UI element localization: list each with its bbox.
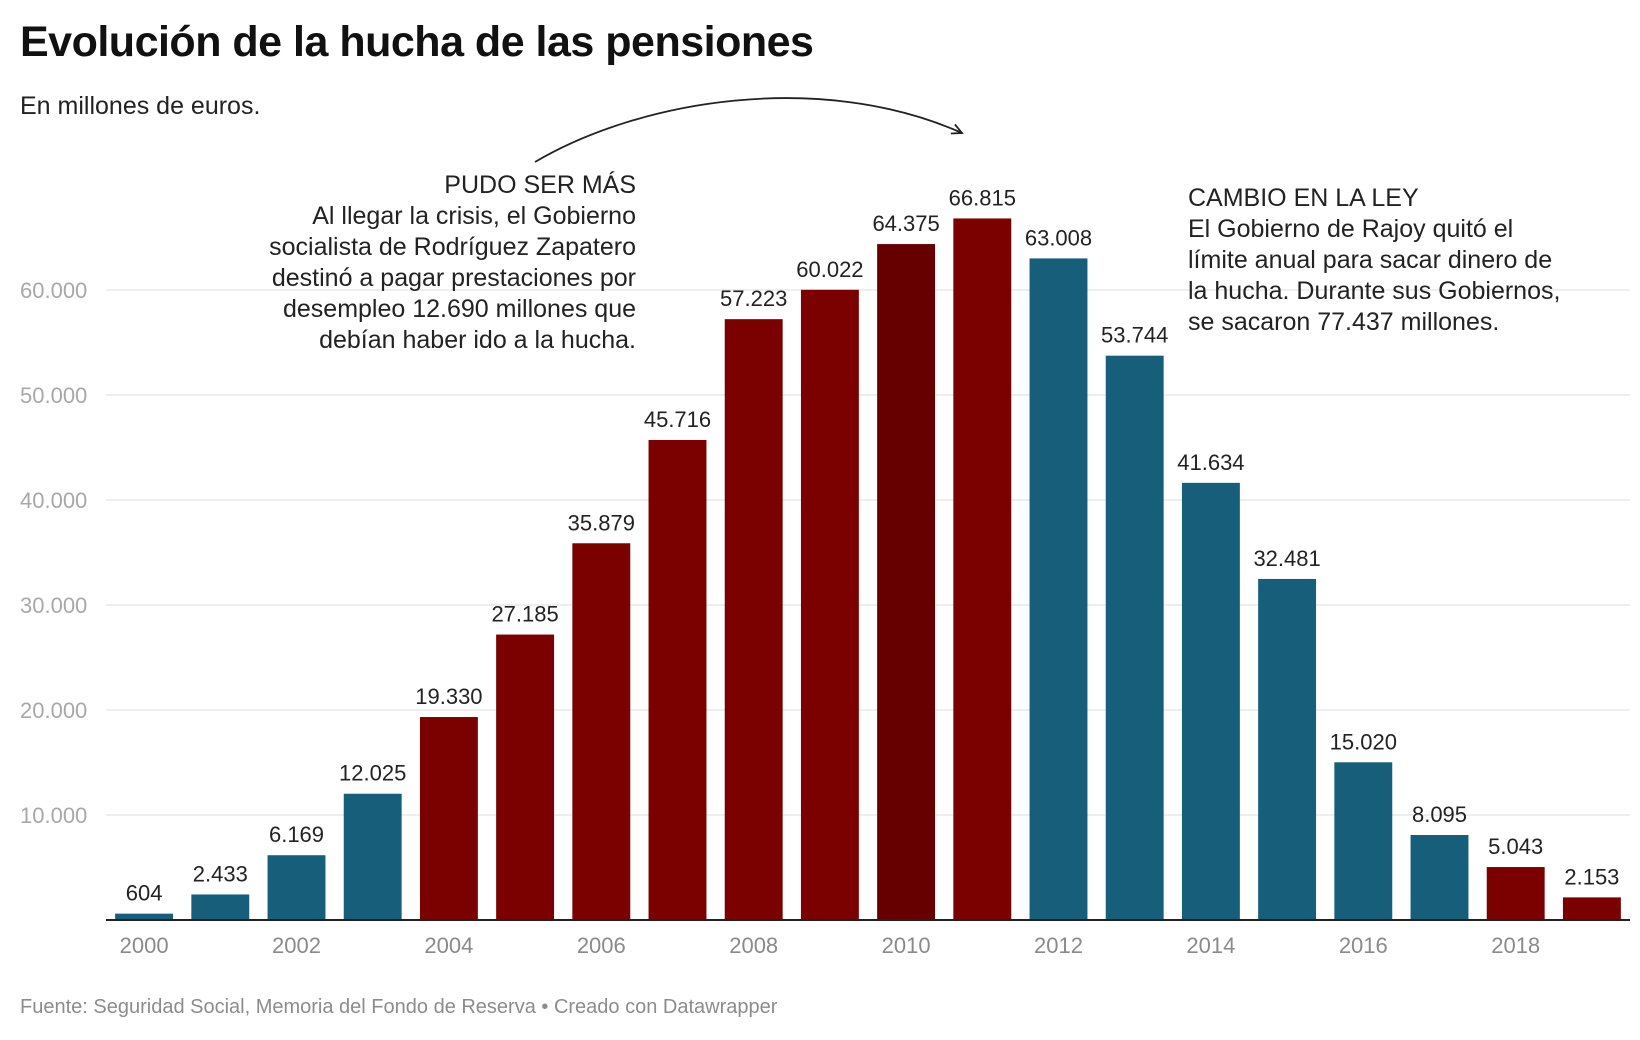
value-labels: 604 2.433 6.169 12.025 19.330 27.185 35.879 45.…	[126, 185, 1620, 905]
annotation-right-line: se sacaron 77.437 millones.	[1188, 308, 1500, 336]
value-label: 64.375	[872, 211, 939, 236]
bar-2019	[1562, 897, 1621, 920]
x-tick-label: 2008	[729, 933, 778, 958]
bar-2001	[191, 894, 250, 920]
value-label: 2.433	[193, 861, 248, 886]
chart-subtitle: En millones de euros.	[20, 92, 261, 120]
bar-2003	[343, 793, 402, 920]
annotation-right-heading: CAMBIO EN LA LEY	[1188, 184, 1419, 212]
y-tick-label: 50.000	[20, 383, 87, 408]
value-label: 5.043	[1488, 834, 1543, 859]
value-label: 2.153	[1564, 864, 1619, 889]
value-label: 12.025	[339, 761, 406, 786]
value-label: 45.716	[644, 407, 711, 432]
value-label: 8.095	[1412, 802, 1467, 827]
x-tick-label: 2000	[120, 933, 169, 958]
bar-2009	[800, 289, 859, 920]
x-tick-label: 2002	[272, 933, 321, 958]
annotation-left-heading: PUDO SER MÁS	[444, 171, 636, 199]
value-label: 60.022	[796, 257, 863, 282]
annotation-right-line: límite anual para sacar dinero de	[1188, 246, 1553, 274]
value-label: 41.634	[1177, 450, 1244, 475]
annotation-left-line: destinó a pagar prestaciones por	[271, 264, 636, 292]
x-tick-label: 2012	[1034, 933, 1083, 958]
bar-2007	[648, 439, 707, 920]
annotation-left-line: Al llegar la crisis, el Gobierno	[312, 202, 636, 230]
bar-2011	[953, 218, 1012, 920]
annotation-left-line: debían haber ido a la hucha.	[319, 326, 636, 354]
value-label: 66.815	[949, 185, 1016, 210]
value-label: 53.744	[1101, 323, 1168, 348]
bar-2002	[267, 855, 326, 920]
x-tick-label: 2014	[1186, 933, 1235, 958]
y-tick-label: 10.000	[20, 803, 87, 828]
annotation-left: PUDO SER MÁS Al llegar la crisis, el Gob…	[269, 170, 636, 356]
value-label: 57.223	[720, 286, 787, 311]
gridlines: 10.000 20.000 30.000 40.000 50.000 60.000	[20, 278, 1630, 828]
x-axis: 2000 2002 2004 2006 2008 2010 2012 2014 2016 2018	[106, 919, 1630, 958]
value-label: 19.330	[415, 684, 482, 709]
x-tick-label: 2018	[1491, 933, 1540, 958]
y-tick-label: 40.000	[20, 488, 87, 513]
chart-title: Evolución de la hucha de las pensiones	[20, 18, 814, 66]
bar-2018	[1486, 867, 1545, 920]
annotation-right-line: la hucha. Durante sus Gobiernos,	[1188, 277, 1561, 305]
bar-2006	[572, 543, 631, 920]
y-tick-label: 30.000	[20, 593, 87, 618]
bar-2017	[1410, 835, 1469, 920]
source-note: Fuente: Seguridad Social, Memoria del Fo…	[20, 996, 778, 1018]
bar-2014	[1181, 482, 1240, 920]
y-tick-label: 60.000	[20, 278, 87, 303]
annotation-left-line: socialista de Rodríguez Zapatero	[269, 233, 636, 261]
annotation-right: CAMBIO EN LA LEY El Gobierno de Rajoy qu…	[1188, 183, 1560, 338]
bar-2013	[1105, 355, 1164, 920]
y-tick-label: 20.000	[20, 698, 87, 723]
x-tick-label: 2016	[1339, 933, 1388, 958]
value-label: 27.185	[491, 602, 558, 627]
value-label: 35.879	[568, 510, 635, 535]
bar-2000	[115, 913, 174, 920]
value-label: 63.008	[1025, 225, 1092, 250]
bar-2016	[1334, 762, 1393, 920]
x-tick-label: 2004	[424, 933, 473, 958]
value-label: 6.169	[269, 822, 324, 847]
annotation-arrow	[534, 97, 964, 163]
bar-2015	[1258, 578, 1317, 920]
bars	[115, 218, 1621, 920]
x-tick-label: 2010	[882, 933, 931, 958]
bar-2012	[1029, 258, 1088, 920]
value-label: 15.020	[1330, 729, 1397, 754]
value-label: 32.481	[1253, 546, 1320, 571]
value-label: 604	[126, 881, 163, 906]
annotation-left-line: desempleo 12.690 millones que	[282, 295, 636, 323]
bar-2010	[877, 244, 936, 920]
bar-2005	[496, 634, 555, 920]
annotation-right-line: El Gobierno de Rajoy quitó el	[1188, 215, 1514, 243]
bar-2008	[724, 319, 783, 920]
x-tick-label: 2006	[577, 933, 626, 958]
bar-2004	[419, 717, 478, 920]
